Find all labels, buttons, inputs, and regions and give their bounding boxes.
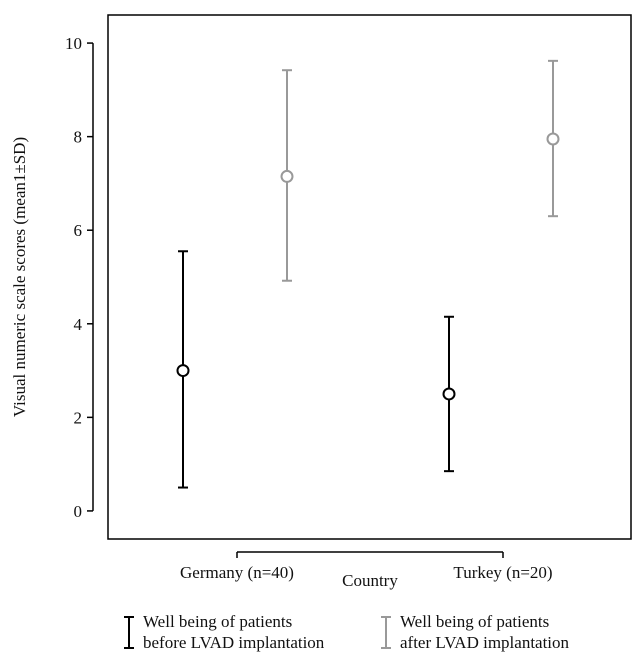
y-tick-label: 8: [74, 128, 83, 147]
y-axis: 0 2 4 6 8 10: [65, 34, 94, 521]
data-marks: [176, 59, 560, 489]
x-axis: Germany (n=40) Turkey (n=20): [180, 551, 553, 582]
legend-item: Well being of patients before LVAD implan…: [124, 612, 325, 652]
y-tick-label: 2: [74, 408, 83, 427]
mean-point: [280, 169, 294, 183]
mean-point: [546, 132, 560, 146]
y-tick-label: 4: [74, 315, 83, 334]
legend-label: Well being of patients: [143, 612, 292, 631]
y-tick-label: 0: [74, 502, 83, 521]
error-bar-group: [546, 59, 560, 218]
plot-frame: [107, 14, 632, 540]
legend-label: before LVAD implantation: [143, 633, 325, 652]
y-tick-label: 6: [74, 221, 83, 240]
x-tick-label: Germany (n=40): [180, 563, 294, 582]
mean-point: [442, 387, 456, 401]
y-tick-label: 10: [65, 34, 82, 53]
legend: Well being of patients before LVAD implan…: [124, 612, 570, 652]
y-axis-title: Visual numeric scale scores (mean1±SD): [10, 137, 29, 417]
legend-label: after LVAD implantation: [400, 633, 570, 652]
error-bar-group: [176, 250, 190, 489]
legend-label: Well being of patients: [400, 612, 549, 631]
error-bar-group: [442, 315, 456, 473]
x-axis-title: Country: [342, 571, 398, 590]
x-tick-label: Turkey (n=20): [453, 563, 552, 582]
mean-point: [176, 364, 190, 378]
error-bar-group: [280, 69, 294, 282]
legend-item: Well being of patients after LVAD implant…: [381, 612, 570, 652]
